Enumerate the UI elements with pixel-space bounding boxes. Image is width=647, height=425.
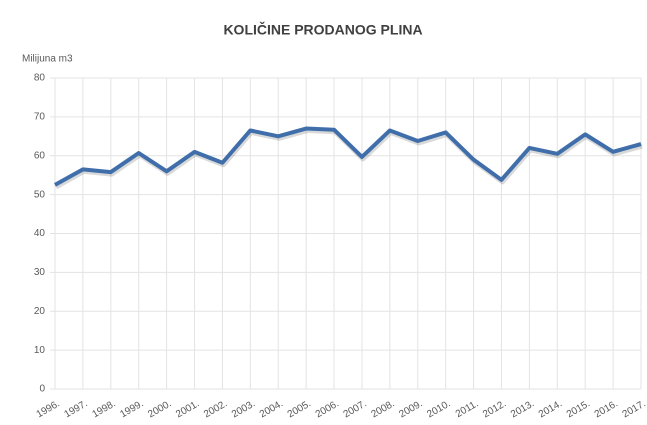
y-tick-label: 20 <box>34 306 46 317</box>
chart-title: KOLIČINE PRODANOG PLINA <box>223 21 422 38</box>
y-tick-label: 30 <box>34 267 46 278</box>
y-tick-label: 10 <box>34 345 46 356</box>
y-tick-label: 50 <box>34 189 46 200</box>
y-tick-label: 40 <box>34 228 46 239</box>
y-tick-label: 80 <box>34 73 46 84</box>
y-tick-label: 0 <box>39 384 45 395</box>
data-line <box>54 126 642 187</box>
y-tick-label: 70 <box>34 112 46 123</box>
y-tick-label: 60 <box>34 150 46 161</box>
y-axis-label: Milijuna m3 <box>22 54 73 65</box>
